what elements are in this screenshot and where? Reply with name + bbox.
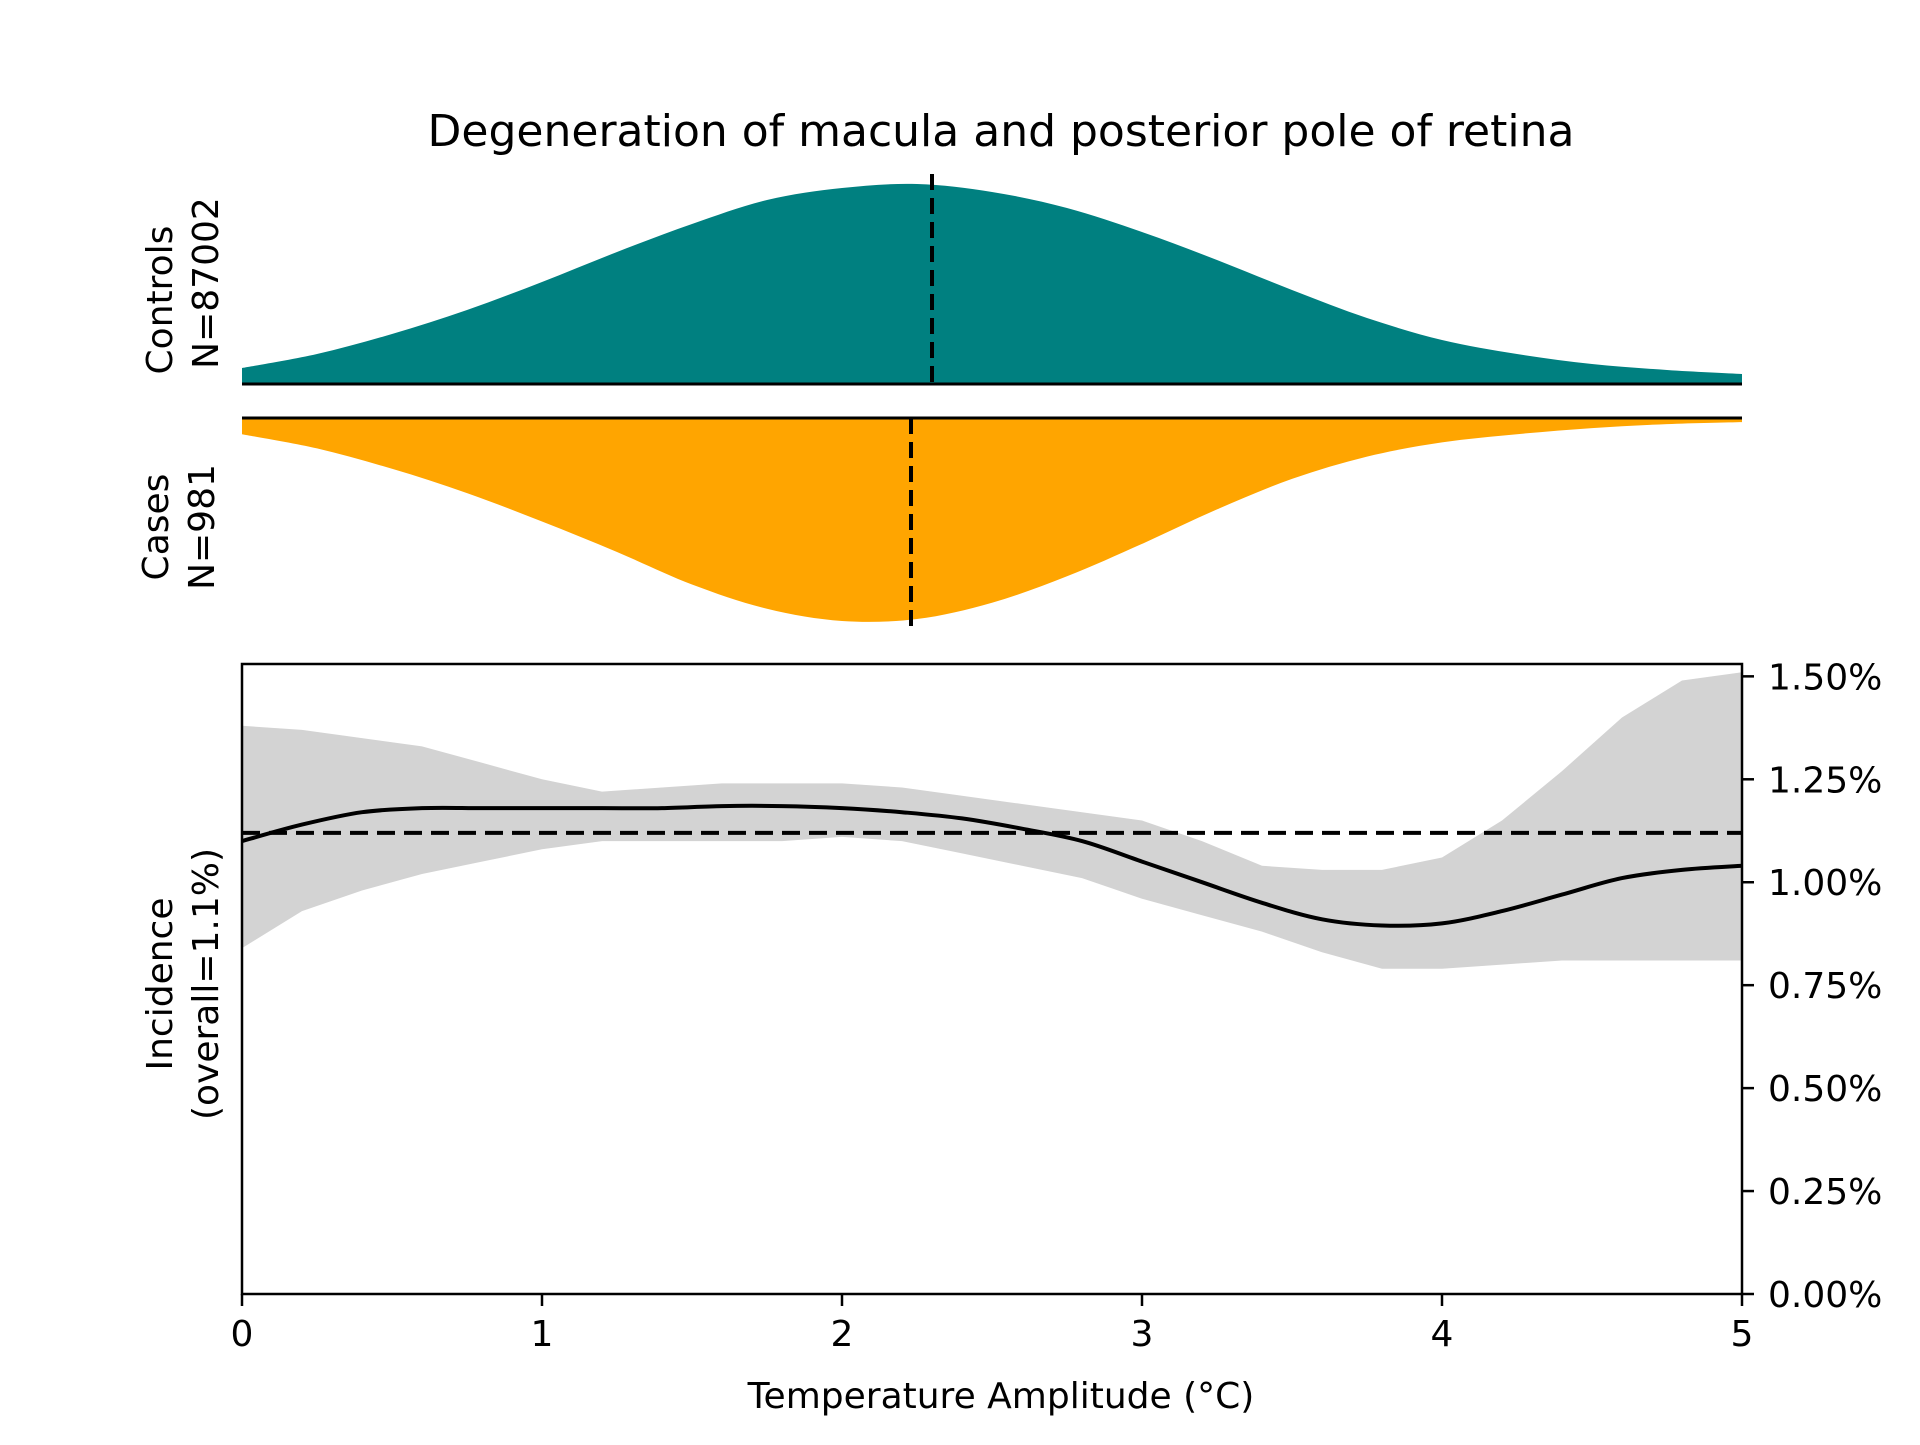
controls-count-label: N=87002 (186, 197, 227, 369)
y-tick-label: 0.25% (1768, 1172, 1882, 1213)
x-tick-label: 1 (531, 1314, 554, 1355)
y-tick-label: 0.50% (1768, 1069, 1882, 1110)
controls-label: Controls (140, 226, 181, 375)
y-tick-label: 1.50% (1768, 657, 1882, 698)
y-axis-right: 0.00% 0.25% 0.50% 0.75% 1.00% 1.25% 1.50% (1742, 657, 1882, 1316)
x-axis: 0 1 2 3 4 5 (231, 1294, 1754, 1355)
cases-count-label: N=981 (182, 464, 223, 590)
x-tick-label: 2 (831, 1314, 854, 1355)
x-tick-label: 4 (1431, 1314, 1454, 1355)
incidence-panel: 0 1 2 3 4 5 0.00% 0.25% 0.50% 0.75% 1.00% 1.25% 1.5… (140, 657, 1882, 1417)
confidence-band (242, 672, 1742, 969)
plot-frame (240, 662, 1744, 1296)
y-axis-label: Incidence (140, 898, 181, 1071)
cases-density-area (242, 418, 1742, 622)
controls-density-area (242, 183, 1742, 384)
y-tick-label: 1.25% (1768, 760, 1882, 801)
cases-label: Cases (136, 474, 177, 581)
x-tick-label: 0 (231, 1314, 254, 1355)
chart-title: Degeneration of macula and posterior pol… (428, 106, 1575, 157)
incidence-line (241, 803, 1743, 928)
y-tick-label: 0.75% (1768, 966, 1882, 1007)
controls-distribution-panel: Controls N=87002 (140, 174, 1742, 386)
x-tick-label: 5 (1731, 1314, 1754, 1355)
y-axis-label-overall: (overall=1.1%) (186, 848, 227, 1120)
x-tick-label: 3 (1131, 1314, 1154, 1355)
x-axis-label: Temperature Amplitude (°C) (747, 1376, 1255, 1417)
y-tick-label: 1.00% (1768, 863, 1882, 904)
y-tick-label: 0.00% (1768, 1275, 1882, 1316)
cases-distribution-panel: Cases N=981 (136, 416, 1742, 628)
